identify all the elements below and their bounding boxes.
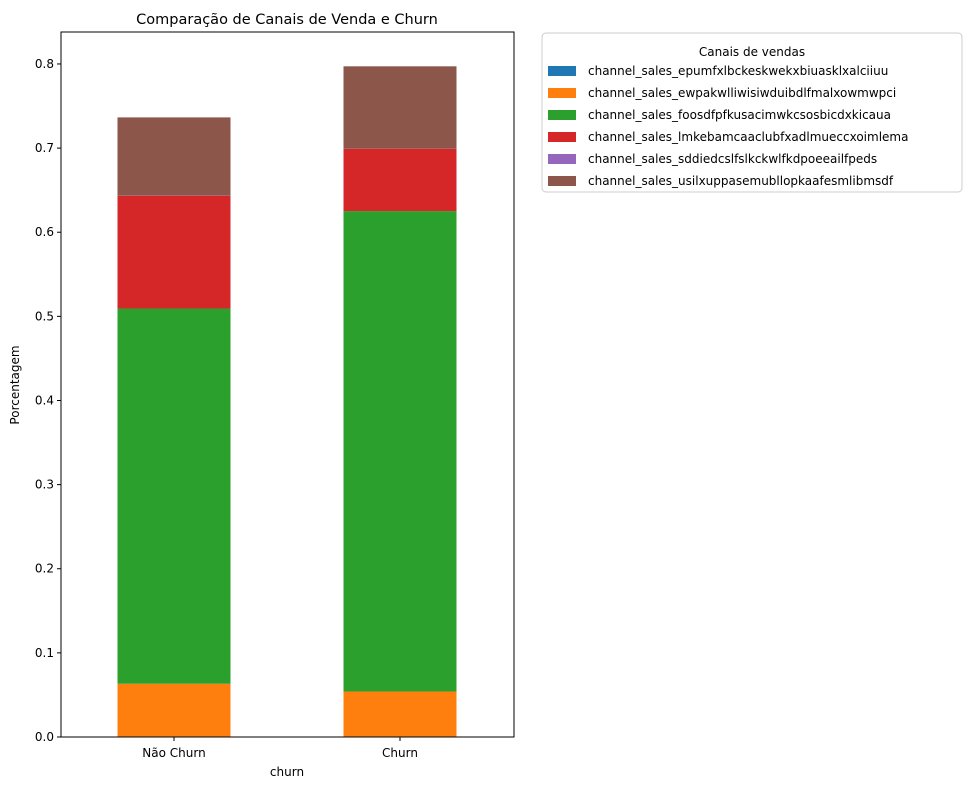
bar-2-series-2: [343, 691, 457, 737]
legend-label-6: channel_sales_usilxuppasemubllopkaafesml…: [588, 174, 894, 188]
y-tick-label: 0.0: [35, 730, 54, 744]
bar-1-series-3: [117, 308, 231, 684]
bar-1-series-4: [117, 195, 231, 309]
legend-swatch-5: [548, 154, 576, 164]
legend-label-1: channel_sales_epumfxlbckeskwekxbiuasklxa…: [588, 64, 888, 78]
legend-box: [541, 32, 963, 193]
legend-swatch-6: [548, 176, 576, 186]
y-tick-label: 0.3: [35, 478, 54, 492]
chart-title: Comparação de Canais de Venda e Churn: [136, 12, 438, 28]
legend-label-3: channel_sales_foosdfpfkusacimwkcsosbicdx…: [588, 108, 891, 122]
x-tick-label: Não Churn: [142, 746, 205, 760]
legend-title: Canais de vendas: [699, 45, 805, 59]
bar-1-series-2: [117, 683, 231, 737]
y-tick-label: 0.2: [35, 562, 54, 576]
y-tick-label: 0.4: [35, 393, 54, 407]
legend-swatch-4: [548, 132, 576, 142]
legend-label-5: channel_sales_sddiedcslfslkckwlfkdpoeeai…: [588, 152, 877, 166]
legend-swatch-3: [548, 110, 576, 120]
legend-swatch-2: [548, 88, 576, 98]
x-axis: Não Churn Churn: [142, 737, 418, 760]
y-tick-label: 0.6: [35, 225, 54, 239]
y-axis: 0.0 0.1 0.2 0.3 0.4 0.5 0.6 0.7 0.8: [35, 57, 61, 744]
plot-frame: [60, 31, 515, 738]
y-tick-label: 0.8: [35, 57, 54, 71]
legend-swatch-1: [548, 66, 576, 76]
y-tick-label: 0.1: [35, 646, 54, 660]
legend-label-2: channel_sales_ewpakwlliwisiwduibdlfmalxo…: [588, 86, 896, 100]
x-axis-label: churn: [270, 765, 304, 779]
y-tick-label: 0.7: [35, 141, 54, 155]
bars-group: [117, 66, 457, 737]
legend-label-4: channel_sales_lmkebamcaaclubfxadlmueccxo…: [588, 130, 908, 144]
y-axis-label: Porcentagem: [8, 345, 22, 424]
bar-2-series-3: [343, 211, 457, 692]
bar-2-series-4: [343, 148, 457, 212]
bar-2-series-6: [343, 66, 457, 149]
bar-1-series-6: [117, 117, 231, 196]
legend: Canais de vendas channel_sales_epumfxlbck…: [541, 32, 963, 193]
y-tick-label: 0.5: [35, 309, 54, 323]
x-tick-label: Churn: [382, 746, 418, 760]
